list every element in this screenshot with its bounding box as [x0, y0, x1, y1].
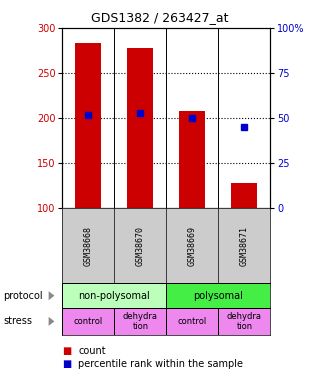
Text: GSM38671: GSM38671: [240, 226, 249, 266]
Bar: [62, 308, 115, 334]
Bar: [76, 44, 101, 208]
Bar: [62, 283, 166, 308]
Bar: [115, 308, 166, 334]
Text: control: control: [74, 317, 103, 326]
Bar: [218, 308, 270, 334]
Text: percentile rank within the sample: percentile rank within the sample: [78, 359, 244, 369]
Bar: [231, 183, 257, 208]
Text: non-polysomal: non-polysomal: [78, 291, 150, 301]
Bar: [166, 308, 218, 334]
Text: GSM38669: GSM38669: [188, 226, 197, 266]
Text: GSM38670: GSM38670: [136, 226, 145, 266]
Text: dehydra
tion: dehydra tion: [123, 312, 158, 331]
Text: protocol: protocol: [3, 291, 43, 301]
Text: GSM38668: GSM38668: [84, 226, 93, 266]
Bar: [127, 48, 153, 208]
Bar: [166, 283, 270, 308]
Text: ■: ■: [62, 346, 72, 355]
Text: GDS1382 / 263427_at: GDS1382 / 263427_at: [91, 11, 229, 24]
Text: dehydra
tion: dehydra tion: [227, 312, 262, 331]
Text: polysomal: polysomal: [194, 291, 243, 301]
Text: stress: stress: [3, 316, 32, 326]
Text: ■: ■: [62, 359, 72, 369]
Text: count: count: [78, 346, 106, 355]
Bar: [180, 111, 205, 208]
Text: control: control: [178, 317, 207, 326]
